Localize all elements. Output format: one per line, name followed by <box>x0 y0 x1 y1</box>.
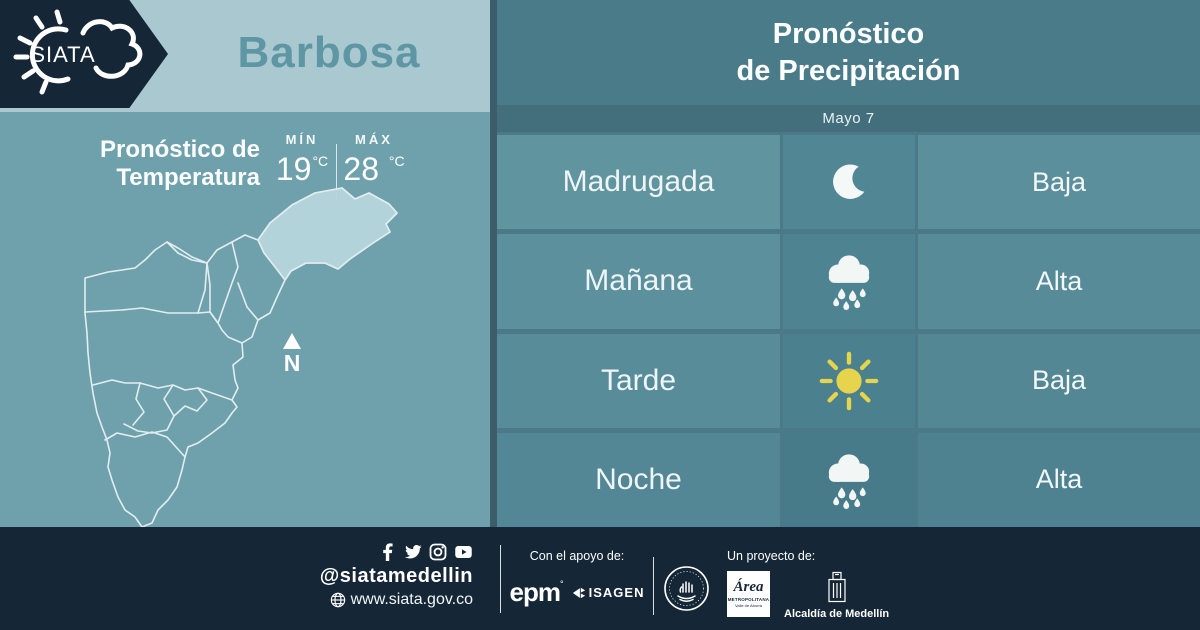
temperature-panel: Pronóstico de Temperatura MÍN 19°C MÁX 2… <box>0 112 490 530</box>
isagen-logo: ISAGEN <box>572 585 645 600</box>
max-temperature: MÁX 28 °C <box>342 132 406 188</box>
max-unit: °C <box>388 153 405 169</box>
level-value: Baja <box>918 333 1200 428</box>
period-label: Tarde <box>497 333 780 428</box>
footer-divider-2 <box>653 557 654 615</box>
support-label: Con el apoyo de: <box>529 549 625 563</box>
website-text: www.siata.gov.co <box>350 591 473 608</box>
max-label: MÁX <box>355 132 393 147</box>
temperature-title-line1: Pronóstico de <box>99 136 260 163</box>
max-value: 28 °C <box>342 151 406 188</box>
min-temperature: MÍN 19°C <box>272 132 332 188</box>
north-label: N <box>284 350 301 376</box>
social-handle[interactable]: @siatamedellin <box>319 565 473 587</box>
alcaldia-logo: Alcaldía de Medellín <box>784 571 889 620</box>
temperature-title-line2: Temperatura <box>116 164 260 191</box>
table-row-noche: Noche Alta <box>497 432 1200 527</box>
min-label: MÍN <box>285 132 319 147</box>
aburra-valley-map: N <box>45 185 445 530</box>
forecast-table: Madrugada Baja Mañana Alta Tarde <box>497 132 1200 527</box>
rain-cloud-icon <box>783 234 915 329</box>
rain-cloud-icon <box>783 432 915 527</box>
forecast-date: Mayo 7 <box>497 105 1200 132</box>
area-metropolitana-logo: Área METROPOLITANA Valle de Aburrá <box>727 571 770 617</box>
globe-icon <box>330 592 345 608</box>
period-label: Mañana <box>497 234 780 329</box>
isagen-text: ISAGEN <box>588 585 645 600</box>
municipality-name: Barbosa <box>237 28 421 77</box>
project-label: Un proyecto de: <box>727 549 816 563</box>
siata-sun-cloud-icon: SIATA <box>13 9 143 95</box>
level-value: Alta <box>918 432 1200 527</box>
moon-icon <box>783 135 915 230</box>
sun-icon <box>783 333 915 428</box>
footer: @siatamedellin www.siata.gov.co Con el a… <box>0 527 1200 630</box>
table-row-tarde: Tarde Baja <box>497 333 1200 428</box>
precipitation-panel: Pronóstico de Precipitación Mayo 7 Madru… <box>490 0 1200 527</box>
social-block: @siatamedellin www.siata.gov.co <box>253 543 473 609</box>
isagen-pinwheel-icon <box>572 587 585 598</box>
facebook-icon[interactable] <box>379 543 397 561</box>
project-block: Un proyecto de: Área METROPOLITANA Valle… <box>727 549 987 620</box>
epm-mark: ° <box>560 579 564 589</box>
youtube-icon[interactable] <box>454 543 473 561</box>
alcaldia-text: Alcaldía de Medellín <box>784 608 890 620</box>
circular-seal-logo <box>663 565 710 617</box>
twitter-icon[interactable] <box>404 543 422 561</box>
siata-logo-badge: SIATA <box>0 0 168 108</box>
table-row-madrugada: Madrugada Baja <box>497 135 1200 230</box>
north-arrow-icon: N <box>283 333 301 376</box>
siata-logo-text: SIATA <box>30 42 95 67</box>
max-number: 28 <box>343 151 379 187</box>
area-line1-text: METROPOLITANA <box>727 597 770 603</box>
precipitation-title: Pronóstico de Precipitación <box>497 0 1200 105</box>
area-line2-text: Valle de Aburrá <box>734 602 763 608</box>
support-block: Con el apoyo de: epm° ISAGEN <box>510 549 644 608</box>
level-value: Alta <box>918 234 1200 329</box>
minmax-divider <box>336 144 337 202</box>
table-row-manana: Mañana Alta <box>497 234 1200 329</box>
min-number: 19 <box>275 151 312 187</box>
epm-text: epm <box>509 577 561 607</box>
social-icons <box>253 543 473 561</box>
min-value: 19°C <box>272 151 332 188</box>
period-label: Madrugada <box>497 135 780 230</box>
instagram-icon[interactable] <box>429 543 447 561</box>
temperature-title: Pronóstico de Temperatura <box>30 136 260 192</box>
min-unit: °C <box>312 153 329 169</box>
website-link[interactable]: www.siata.gov.co <box>253 591 473 609</box>
period-label: Noche <box>497 432 780 527</box>
level-value: Baja <box>918 135 1200 230</box>
area-script-text: Área <box>733 579 764 596</box>
temperature-header: Pronóstico de Temperatura MÍN 19°C MÁX 2… <box>0 126 490 206</box>
precipitation-title-line2: de Precipitación <box>736 54 961 87</box>
epm-logo: epm° <box>510 577 564 608</box>
map-highlight-barbosa <box>257 187 398 281</box>
precipitation-title-line1: Pronóstico <box>772 17 925 50</box>
footer-divider-1 <box>500 545 501 613</box>
alcaldia-building-icon <box>827 571 846 603</box>
